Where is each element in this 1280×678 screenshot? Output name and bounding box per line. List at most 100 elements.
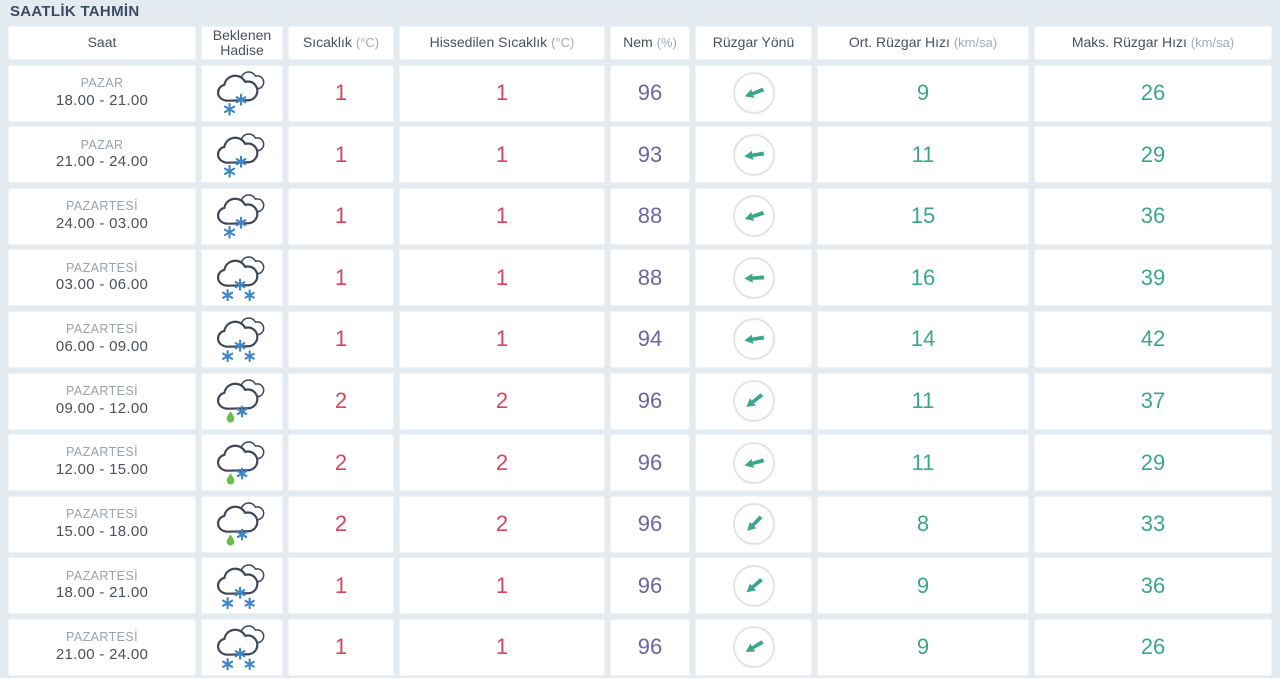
max-wind-cell: 29 (1034, 126, 1272, 184)
temperature-cell: 2 (288, 372, 394, 430)
column-label: Hissedilen Sıcaklık (429, 34, 548, 51)
feels-like-cell: 1 (399, 64, 605, 122)
wind-direction-arrow (743, 273, 764, 283)
avg-wind-cell: 9 (817, 557, 1029, 615)
time-label: 09.00 - 12.00 (55, 399, 149, 417)
wind-direction-circle (732, 72, 775, 115)
day-label: PAZARTESİ (66, 630, 138, 645)
humidity-cell: 88 (610, 187, 690, 245)
weather-icon-cell (201, 126, 283, 184)
temperature-cell: 2 (288, 434, 394, 492)
wind-direction-circle (732, 441, 775, 484)
feels-like-cell: 2 (399, 372, 605, 430)
heavy-snow-icon (214, 255, 270, 301)
saat-cell: PAZARTESİ 03.00 - 06.00 (8, 249, 196, 307)
temperature-cell: 1 (288, 64, 394, 122)
saat-cell: PAZAR 21.00 - 24.00 (8, 126, 196, 184)
humidity-cell: 96 (610, 434, 690, 492)
feels-like-cell: 2 (399, 495, 605, 553)
temperature-cell: 1 (288, 557, 394, 615)
max-wind-cell: 36 (1034, 557, 1272, 615)
column-unit: (km/sa) (1190, 35, 1235, 51)
heavy-snow-icon (214, 624, 270, 671)
day-label: PAZARTESİ (66, 260, 138, 275)
column-label: Ort. Rüzgar Hızı (848, 34, 950, 51)
wind-direction-cell (695, 434, 812, 492)
column-header-ruzgar-yonu: Rüzgar Yönü (695, 26, 812, 60)
saat-cell: PAZARTESİ 24.00 - 03.00 (8, 187, 196, 245)
avg-wind-cell: 15 (817, 187, 1029, 245)
humidity-cell: 94 (610, 310, 690, 368)
column-header-sicaklik: Sıcaklık (°C) (288, 26, 394, 60)
column-header-ort-ruzgar-hizi: Ort. Rüzgar Hızı (km/sa) (817, 26, 1029, 60)
column-unit: (km/sa) (953, 35, 998, 51)
heavy-snow-icon (214, 563, 270, 609)
avg-wind-cell: 11 (817, 126, 1029, 184)
weather-icon-cell (201, 249, 283, 307)
column-label: Rüzgar Yönü (712, 34, 795, 51)
day-label: PAZARTESİ (66, 568, 138, 583)
column-unit: (°C) (551, 35, 575, 51)
weather-icon-cell (201, 187, 283, 245)
column-label: Beklenen Hadise (212, 26, 272, 58)
max-wind-cell: 33 (1034, 495, 1272, 553)
max-wind-cell: 29 (1034, 434, 1272, 492)
time-label: 21.00 - 24.00 (55, 645, 149, 663)
weather-icon-cell (201, 618, 283, 676)
wind-direction-arrow (743, 335, 764, 345)
feels-like-cell: 1 (399, 249, 605, 307)
wind-direction-cell (695, 310, 812, 368)
column-header-saat: Saat (8, 26, 196, 60)
feels-like-cell: 1 (399, 618, 605, 676)
temperature-cell: 1 (288, 618, 394, 676)
day-label: PAZARTESİ (66, 199, 138, 214)
humidity-cell: 88 (610, 249, 690, 307)
humidity-cell: 96 (610, 495, 690, 553)
weather-icon-cell (201, 557, 283, 615)
wind-direction-cell (695, 495, 812, 553)
wind-direction-circle (732, 318, 775, 361)
saat-cell: PAZAR 18.00 - 21.00 (8, 64, 196, 122)
humidity-cell: 96 (610, 64, 690, 122)
avg-wind-cell: 16 (817, 249, 1029, 307)
wind-direction-circle (732, 133, 775, 176)
sleet-icon (214, 440, 270, 486)
wind-direction-circle (732, 503, 775, 546)
wind-direction-cell (695, 557, 812, 615)
column-header-nem: Nem (%) (610, 26, 690, 60)
humidity-cell: 96 (610, 557, 690, 615)
day-label: PAZARTESİ (66, 507, 138, 522)
wind-direction-cell (695, 249, 812, 307)
time-label: 21.00 - 24.00 (55, 153, 149, 171)
column-label: Saat (87, 34, 117, 51)
wind-direction-circle (732, 380, 775, 423)
saat-cell: PAZARTESİ 21.00 - 24.00 (8, 618, 196, 676)
snow-icon (214, 132, 270, 178)
day-label: PAZAR (80, 75, 124, 90)
time-label: 18.00 - 21.00 (55, 584, 149, 602)
time-label: 03.00 - 06.00 (55, 276, 149, 294)
day-label: PAZAR (80, 137, 124, 152)
wind-direction-arrow (744, 211, 764, 222)
wind-direction-arrow (743, 150, 764, 160)
day-label: PAZARTESİ (66, 383, 138, 398)
wind-direction-arrow (745, 393, 763, 408)
page-title: SAATLİK TAHMİN (10, 3, 140, 20)
feels-like-cell: 1 (399, 310, 605, 368)
max-wind-cell: 36 (1034, 187, 1272, 245)
wind-direction-circle (732, 195, 775, 238)
saat-cell: PAZARTESİ 06.00 - 09.00 (8, 310, 196, 368)
wind-direction-cell (695, 372, 812, 430)
day-label: PAZARTESİ (66, 445, 138, 460)
weather-icon-cell (201, 434, 283, 492)
wind-direction-cell (695, 64, 812, 122)
max-wind-cell: 42 (1034, 310, 1272, 368)
max-wind-cell: 26 (1034, 618, 1272, 676)
wind-direction-arrow (745, 640, 764, 653)
time-label: 24.00 - 03.00 (55, 214, 149, 232)
day-label: PAZARTESİ (66, 322, 138, 337)
temperature-cell: 1 (288, 310, 394, 368)
snow-icon (214, 70, 270, 116)
wind-direction-cell (695, 187, 812, 245)
hourly-forecast-table: Saat Beklenen Hadise Sıcaklık (°C) Hisse… (0, 22, 1280, 676)
